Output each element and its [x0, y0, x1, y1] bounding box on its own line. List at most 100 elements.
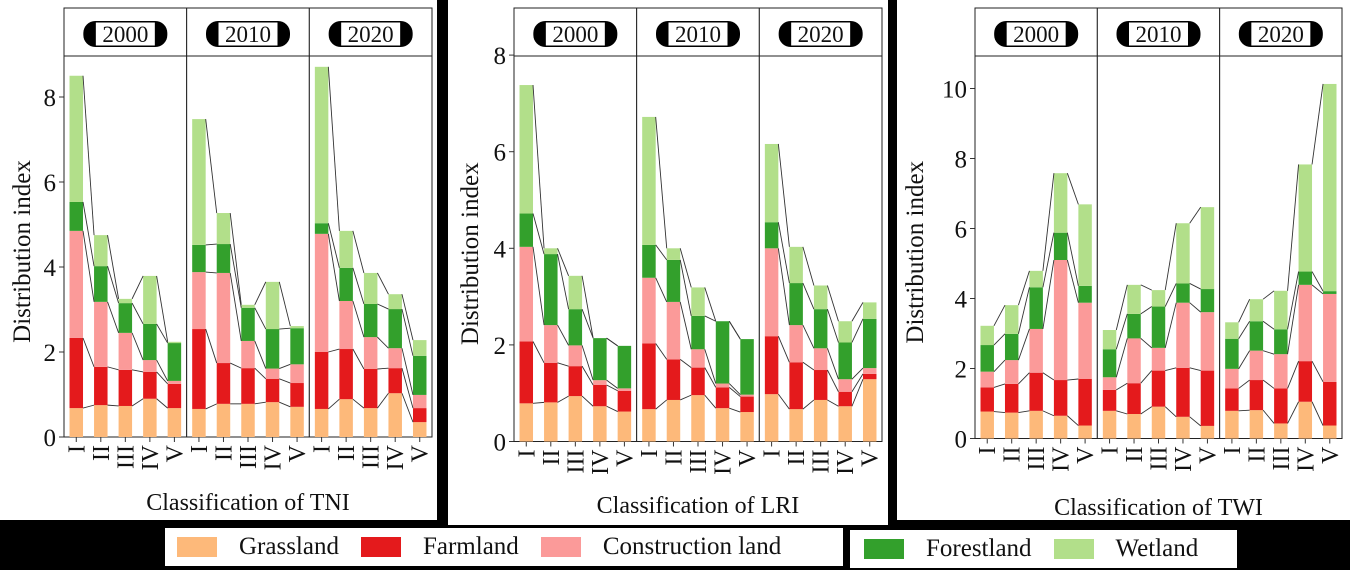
twi-connector-2010-construction-land	[1115, 338, 1128, 378]
tni-bar-2010-I-wetland	[192, 119, 206, 245]
tni-bar-2000-V-wetland	[167, 341, 182, 344]
tni-bar-2020-V-forestland	[412, 355, 427, 395]
tni-x-tick-label-2010-II: II	[211, 445, 237, 461]
twi-connector-2000-construction-land	[993, 359, 1006, 372]
twi-bar-2000-III-construction-land	[1029, 328, 1043, 373]
tni-bar-2010-III-farmland	[241, 368, 255, 404]
twi-connector-2010-farmland	[1165, 367, 1177, 372]
tni-bar-2010-IV-farmland	[265, 378, 280, 403]
lri-connector-2000-grassland	[532, 401, 545, 404]
twi-connector-2020-construction-land	[1238, 350, 1251, 370]
twi-x-tick-label-2000-I: I	[975, 447, 1001, 455]
tni-bar-2010-III-grassland	[241, 403, 255, 437]
tni-bar-2010-IV-construction-land	[265, 368, 280, 379]
twi-bar-2010-V-forestland	[1200, 289, 1215, 313]
twi-bar-2020-V-forestland	[1323, 291, 1337, 294]
tni-bar-2010-I-forestland	[192, 244, 206, 273]
lri-bar-2010-I-grassland	[642, 409, 656, 442]
lri-connector-2020-farmland	[827, 369, 839, 392]
twi-bar-2010-II-farmland	[1127, 383, 1141, 414]
twi-y-axis-label: Distribution index	[902, 160, 929, 343]
lri-bar-2010-V-forestland	[740, 339, 754, 395]
lri-bar-2020-II-grassland	[789, 409, 803, 442]
twi-x-axis-label: Classification of TWI	[1054, 495, 1263, 521]
tni-bar-2020-II-farmland	[339, 349, 353, 400]
tni-facet-label-2010: 2010	[225, 22, 271, 47]
tni-x-tick-label-2020-III: III	[359, 445, 385, 469]
lri-connector-2010-wetland	[679, 248, 692, 288]
twi-connector-2020-construction-land	[1311, 284, 1324, 295]
lri-x-tick-label-2020-III: III	[809, 450, 835, 474]
tni-connector-2000-wetland	[107, 235, 120, 299]
tni-connector-2000-grassland	[156, 398, 168, 409]
twi-connector-2000-farmland	[1042, 372, 1055, 381]
lri-y-tick-label: 8	[494, 43, 507, 70]
lri-bar-2020-III-farmland	[813, 370, 828, 400]
twi-connector-2010-construction-land	[1189, 302, 1201, 313]
lri-bar-2000-III-farmland	[568, 366, 583, 397]
lri-connector-2000-forestland	[532, 213, 545, 255]
tni-bar-2010-III-forestland	[241, 307, 255, 341]
twi-bar-2020-III-forestland	[1274, 329, 1288, 355]
tni-connector-2020-grassland	[352, 398, 365, 409]
twi-bar-2020-IV-forestland	[1298, 271, 1313, 285]
tni-connector-2020-construction-land	[377, 336, 389, 349]
twi-bar-2000-I-construction-land	[980, 371, 994, 388]
lri-bar-2000-I-grassland	[519, 403, 534, 442]
lri-bar-2010-IV-forestland	[715, 321, 730, 384]
lri-x-tick-label-2000-IV: IV	[588, 449, 614, 475]
tni-connector-2010-grassland	[254, 401, 266, 405]
lri-bar-2000-II-farmland	[544, 362, 558, 403]
lri-connector-2020-construction-land	[851, 367, 864, 380]
twi-y-tick-label: 2	[955, 357, 968, 384]
tni-bar-2000-II-forestland	[94, 266, 108, 302]
lri-connector-2010-construction-land	[704, 349, 717, 384]
twi-connector-2010-grassland	[1140, 406, 1153, 415]
twi-connector-2000-wetland	[1017, 270, 1030, 306]
lri-bar-2020-V-grassland	[862, 379, 877, 442]
tni-bar-2010-II-farmland	[216, 363, 231, 404]
twi-bar-2020-I-farmland	[1225, 388, 1239, 411]
lri-bar-2000-III-construction-land	[568, 345, 583, 367]
twi-x-tick-label-2000-V: V	[1073, 446, 1099, 464]
twi-connector-2010-wetland	[1189, 206, 1202, 224]
twi-bar-2010-V-construction-land	[1200, 312, 1215, 371]
twi-connector-2010-farmland	[1116, 382, 1128, 391]
lri-bar-2020-I-farmland	[764, 336, 779, 395]
twi-bar-2010-III-construction-land	[1151, 347, 1166, 371]
twi-bar-2010-II-forestland	[1127, 313, 1141, 339]
lri-bar-2000-II-wetland	[544, 248, 558, 255]
lri-bar-2020-I-forestland	[764, 222, 779, 249]
twi-connector-2010-construction-land	[1140, 338, 1153, 349]
twi-connector-2000-grassland	[1042, 410, 1055, 417]
twi-bar-2020-I-wetland	[1225, 322, 1239, 339]
tni-bar-2020-I-forestland	[314, 223, 329, 234]
lri-connector-2000-construction-land	[532, 246, 545, 326]
lri-bar-2010-IV-construction-land	[715, 383, 730, 388]
tni-bar-2020-III-construction-land	[363, 337, 378, 369]
twi-bar-2020-III-construction-land	[1274, 354, 1288, 389]
tni-bar-2020-I-wetland	[314, 66, 329, 224]
tni-x-tick-label-2000-II: II	[89, 445, 115, 461]
tni-bar-2010-IV-wetland	[265, 281, 280, 330]
lri-bar-2020-III-forestland	[813, 309, 828, 349]
lri-bar-2000-II-grassland	[544, 402, 558, 442]
tni-bar-2020-IV-farmland	[388, 368, 402, 394]
lri-bar-2020-I-construction-land	[764, 248, 779, 337]
lri-connector-2020-construction-land	[826, 348, 839, 380]
legend-swatch-grassland	[177, 537, 217, 557]
lri-connector-2020-wetland	[851, 302, 864, 322]
lri-bar-2020-II-construction-land	[789, 325, 803, 363]
lri-connector-2010-grassland	[680, 394, 692, 401]
tni-bar-2000-II-grassland	[94, 405, 108, 437]
twi-bar-2010-I-forestland	[1102, 349, 1117, 378]
lri-bar-2020-II-wetland	[789, 246, 803, 284]
twi-facet-label-box-2020	[1250, 21, 1312, 47]
twi-bar-2010-III-grassland	[1151, 406, 1166, 439]
tni-x-tick-label-2010-III: III	[236, 445, 262, 469]
lri-bar-2010-II-construction-land	[666, 301, 681, 360]
lri-bar-2010-I-construction-land	[642, 277, 656, 344]
tni-bar-2020-III-wetland	[363, 272, 378, 304]
lri-connector-2020-wetland	[826, 285, 839, 322]
twi-connector-2000-wetland	[993, 304, 1006, 327]
